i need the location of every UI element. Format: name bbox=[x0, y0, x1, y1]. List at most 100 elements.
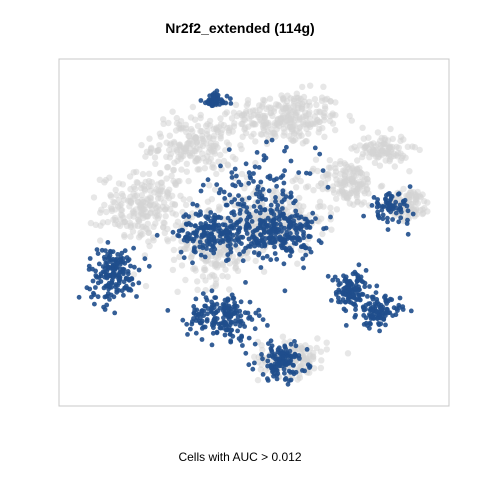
scatter-point bbox=[229, 199, 235, 205]
scatter-point bbox=[320, 83, 327, 91]
scatter-point bbox=[260, 187, 266, 192]
scatter-point bbox=[142, 225, 149, 232]
scatter-point bbox=[176, 141, 183, 149]
scatter-point bbox=[265, 376, 270, 382]
scatter-point bbox=[270, 368, 276, 373]
scatter-point bbox=[270, 208, 275, 214]
scatter-point bbox=[142, 153, 149, 160]
scatter-point bbox=[256, 165, 262, 170]
scatter-point bbox=[296, 353, 302, 358]
scatter-point bbox=[374, 129, 382, 136]
scatter-point bbox=[374, 141, 382, 148]
scatter-point bbox=[199, 326, 205, 331]
scatter-point bbox=[112, 310, 118, 316]
scatter-point bbox=[92, 301, 97, 307]
scatter-point bbox=[224, 273, 231, 280]
scatter-point bbox=[388, 202, 393, 208]
scatter-point bbox=[121, 267, 127, 272]
scatter-point bbox=[180, 196, 187, 203]
scatter-point bbox=[294, 173, 301, 180]
scatter-point bbox=[246, 244, 251, 249]
scatter-point bbox=[174, 288, 181, 295]
scatter-point bbox=[210, 135, 217, 142]
scatter-point bbox=[332, 99, 339, 106]
scatter-point bbox=[125, 269, 131, 274]
scatter-point bbox=[101, 285, 107, 291]
scatter-point bbox=[278, 175, 284, 180]
scatter-point bbox=[116, 276, 122, 282]
scatter-point bbox=[96, 261, 102, 267]
scatter-point bbox=[119, 288, 125, 294]
scatter-point bbox=[276, 217, 282, 223]
scatter-point bbox=[87, 256, 93, 261]
scatter-point bbox=[287, 116, 294, 124]
scatter-point bbox=[332, 126, 339, 134]
scatter-point bbox=[126, 219, 134, 227]
scatter-point bbox=[259, 196, 265, 202]
scatter-point bbox=[274, 376, 280, 382]
scatter-point bbox=[223, 301, 229, 307]
scatter-point bbox=[114, 264, 120, 270]
scatter-point bbox=[92, 221, 100, 228]
scatter-point bbox=[274, 256, 280, 262]
scatter-point bbox=[251, 171, 256, 176]
scatter-point bbox=[314, 116, 321, 124]
scatter-point bbox=[282, 288, 288, 294]
scatter-point bbox=[246, 180, 252, 186]
scatter-point bbox=[223, 229, 229, 235]
scatter-point bbox=[284, 230, 290, 235]
scatter-point bbox=[283, 376, 289, 381]
scatter-point bbox=[226, 147, 232, 153]
scatter-point bbox=[346, 293, 352, 299]
scatter-point bbox=[341, 160, 348, 167]
scatter-point bbox=[199, 136, 207, 143]
scatter-point bbox=[402, 197, 408, 203]
scatter-point bbox=[327, 204, 334, 211]
scatter-point bbox=[321, 133, 328, 140]
scatter-point bbox=[350, 271, 356, 277]
scatter-point bbox=[279, 199, 285, 205]
scatter-point bbox=[224, 93, 230, 99]
scatter-point bbox=[320, 168, 326, 174]
scatter-point bbox=[128, 263, 133, 269]
scatter-point bbox=[320, 203, 327, 210]
scatter-point bbox=[201, 165, 208, 172]
scatter-point bbox=[310, 365, 318, 372]
scatter-point bbox=[285, 381, 291, 387]
scatter-point bbox=[222, 332, 228, 338]
scatter-point bbox=[211, 311, 217, 317]
scatter-point bbox=[236, 239, 242, 245]
scatter-point bbox=[201, 264, 208, 272]
scatter-point bbox=[227, 192, 233, 198]
scatter-point bbox=[247, 174, 253, 179]
scatter-point bbox=[396, 207, 402, 213]
scatter-point bbox=[183, 145, 190, 152]
scatter-point bbox=[199, 337, 205, 342]
scatter-point bbox=[322, 171, 330, 179]
scatter-point bbox=[226, 305, 232, 311]
scatter-point bbox=[280, 359, 286, 365]
scatter-point bbox=[291, 363, 296, 368]
scatter-point bbox=[356, 181, 363, 188]
scatter-point bbox=[355, 297, 360, 302]
scatter-point bbox=[107, 204, 115, 211]
scatter-point bbox=[341, 286, 346, 292]
scatter-point bbox=[256, 313, 262, 319]
scatter-point bbox=[325, 184, 331, 190]
scatter-point bbox=[89, 294, 94, 300]
scatter-point bbox=[130, 195, 137, 202]
scatter-point bbox=[301, 265, 306, 271]
scatter-point bbox=[244, 217, 250, 223]
scatter-point bbox=[186, 196, 193, 203]
scatter-point bbox=[366, 154, 373, 161]
scatter-point bbox=[363, 186, 371, 193]
scatter-point bbox=[328, 214, 333, 220]
scatter-point bbox=[240, 258, 246, 264]
scatter-point bbox=[212, 276, 220, 283]
scatter-point bbox=[260, 121, 268, 128]
scatter-point bbox=[285, 133, 293, 140]
scatter-point bbox=[147, 201, 154, 208]
scatter-point bbox=[404, 143, 411, 150]
scatter-point bbox=[113, 192, 120, 199]
scatter-point bbox=[193, 211, 199, 217]
